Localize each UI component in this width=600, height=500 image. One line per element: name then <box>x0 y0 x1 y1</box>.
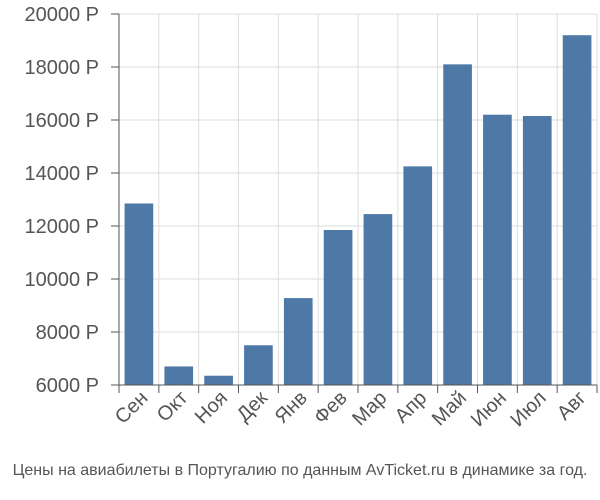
bar-9 <box>443 64 472 385</box>
x-tick-label: Июн <box>467 387 511 431</box>
y-tick-label: 20000 Р <box>24 4 99 26</box>
bar-6 <box>323 229 353 385</box>
chart-caption: Цены на авиабилеты в Португалию по данны… <box>12 462 588 479</box>
x-tick-label: Мар <box>348 387 391 430</box>
bar-10 <box>483 114 512 385</box>
bar-4 <box>244 345 273 385</box>
bar-1 <box>124 203 154 385</box>
x-tick-label: Май <box>428 387 471 430</box>
bars <box>124 35 592 386</box>
x-tick-label: Июл <box>507 387 551 431</box>
bar-chart: 6000 Р 8000 Р 10000 Р 12000 Р 14000 Р 16000 Р… <box>24 4 598 431</box>
bar-11 <box>522 116 552 386</box>
bar-7 <box>363 214 393 385</box>
x-tick-label: Янв <box>271 387 312 428</box>
bar-3 <box>204 375 233 385</box>
y-tick-label: 16000 Р <box>24 110 99 132</box>
x-tick-label: Ноя <box>191 387 232 428</box>
axes <box>111 13 598 393</box>
y-tick-labels: 6000 Р 8000 Р 10000 Р 12000 Р 14000 Р 16000 Р… <box>24 4 99 397</box>
x-tick-label: Сен <box>111 387 152 428</box>
y-tick-label: 12000 Р <box>24 216 99 238</box>
y-tick-label: 10000 Р <box>24 269 99 291</box>
y-tick-label: 8000 Р <box>36 322 99 344</box>
bar-2 <box>164 366 194 385</box>
bar-5 <box>283 298 313 385</box>
y-tick-label: 14000 Р <box>24 163 99 185</box>
bar-8 <box>403 166 433 385</box>
x-tick-label: Апр <box>391 387 432 428</box>
y-tick-label: 6000 Р <box>36 375 99 397</box>
x-tick-label: Авг <box>553 387 591 425</box>
bar-12 <box>562 35 592 385</box>
y-tick-label: 18000 Р <box>24 57 99 79</box>
x-tick-label: Фев <box>310 387 352 429</box>
grid-lines <box>118 13 598 386</box>
